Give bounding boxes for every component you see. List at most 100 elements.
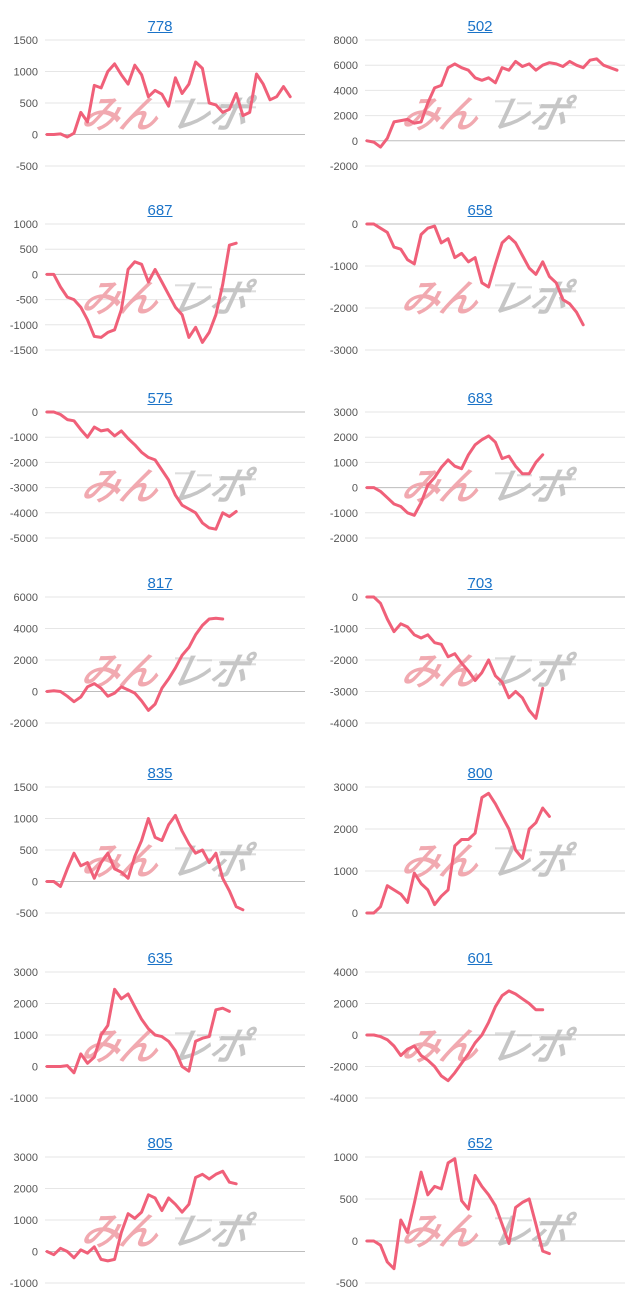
y-tick-label: -4000 <box>330 1093 358 1105</box>
series-line <box>365 989 545 1083</box>
watermark-text-left: みん <box>398 93 485 138</box>
y-tick-label: -2000 <box>330 655 358 667</box>
chart-title-link[interactable]: 635 <box>147 950 173 967</box>
y-tick-label: 2000 <box>334 111 358 123</box>
chart-title-link[interactable]: 835 <box>147 765 173 782</box>
y-tick-label: 3000 <box>334 782 358 794</box>
chart-panel: 502 8000 6000 4000 2000 0 -2000 みん レポ <box>320 8 640 193</box>
watermark-logo: みん レポ <box>398 1210 579 1255</box>
line-chart: 0 -1000 -2000 -3000 -4000 -5000 みん レポ <box>10 407 305 545</box>
chart-title-link[interactable]: 800 <box>467 765 493 782</box>
watermark-text-right: レポ <box>168 465 259 510</box>
line-chart: 6000 4000 2000 0 -2000 みん レポ <box>10 592 305 730</box>
watermark-text-right: レポ <box>488 650 579 695</box>
chart-panel: 778 1500 1000 500 0 -500 みん レポ <box>0 8 320 193</box>
line-chart: 3000 2000 1000 0 みん レポ <box>334 782 625 920</box>
line-chart: 1500 1000 500 0 -500 みん レポ <box>14 35 305 173</box>
y-tick-label: 1000 <box>334 1152 358 1164</box>
y-tick-label: -2000 <box>330 303 358 315</box>
y-tick-label: -1000 <box>10 432 38 444</box>
y-tick-label: 6000 <box>14 592 38 604</box>
series-line <box>45 813 245 912</box>
chart-panel: 635 3000 2000 1000 0 -1000 みん レポ <box>0 940 320 1125</box>
y-tick-label: 0 <box>352 592 358 604</box>
y-tick-label: 1000 <box>14 67 38 79</box>
y-tick-label: 1000 <box>334 866 358 878</box>
watermark-logo: みん レポ <box>398 650 579 695</box>
chart-panel: 652 1000 500 0 -500 みん レポ <box>320 1125 640 1310</box>
series-line <box>365 1157 551 1271</box>
chart-title-link[interactable]: 703 <box>467 575 493 592</box>
y-tick-label: 2000 <box>334 999 358 1011</box>
y-tick-label: 0 <box>32 877 38 889</box>
series-line <box>45 241 238 344</box>
chart-title-link[interactable]: 687 <box>147 202 173 219</box>
y-tick-label: 0 <box>352 1030 358 1042</box>
chart-title-link[interactable]: 502 <box>467 18 493 35</box>
y-tick-label: 500 <box>20 244 38 256</box>
chart-title-link[interactable]: 817 <box>147 575 173 592</box>
y-tick-label: 0 <box>32 269 38 281</box>
series-line <box>45 987 231 1075</box>
watermark-logo: みん レポ <box>78 1210 259 1255</box>
y-tick-label: -2000 <box>330 161 358 173</box>
y-tick-label: 1500 <box>14 782 38 794</box>
y-tick-label: -3000 <box>10 483 38 495</box>
y-tick-label: -2000 <box>10 457 38 469</box>
chart-title-link[interactable]: 778 <box>147 18 173 35</box>
y-tick-label: 1000 <box>14 1215 38 1227</box>
y-tick-label: 0 <box>352 908 358 920</box>
watermark-text-left: みん <box>398 840 485 885</box>
watermark-text-right: レポ <box>488 840 579 885</box>
chart-title-link[interactable]: 575 <box>147 390 173 407</box>
line-chart: 0 -1000 -2000 -3000 みん レポ <box>330 219 625 357</box>
y-tick-label: 0 <box>352 483 358 495</box>
watermark-text-left: みん <box>78 840 165 885</box>
series-line <box>365 57 619 149</box>
watermark-logo: みん レポ <box>78 93 259 138</box>
y-tick-label: 0 <box>32 130 38 142</box>
chart-panel: 575 0 -1000 -2000 -3000 -4000 -5000 みん レポ <box>0 380 320 565</box>
y-tick-label: -1000 <box>330 508 358 520</box>
watermark-logo: みん レポ <box>398 465 579 510</box>
line-chart: 3000 2000 1000 0 -1000 -2000 みん レポ <box>330 407 625 545</box>
y-tick-label: -1000 <box>330 624 358 636</box>
y-tick-label: -1000 <box>10 1278 38 1290</box>
chart-title-link[interactable]: 805 <box>147 1135 173 1152</box>
watermark-logo: みん レポ <box>78 277 259 322</box>
y-tick-label: -1500 <box>10 345 38 357</box>
chart-panel: 703 0 -1000 -2000 -3000 -4000 みん レポ <box>320 565 640 750</box>
watermark-text-right: レポ <box>488 465 579 510</box>
y-tick-label: 2000 <box>14 655 38 667</box>
watermark-logo: みん レポ <box>78 650 259 695</box>
chart-title-link[interactable]: 652 <box>467 1135 493 1152</box>
y-tick-label: 0 <box>352 219 358 231</box>
series-line <box>45 60 292 139</box>
y-tick-label: -500 <box>16 161 38 173</box>
y-tick-label: 1000 <box>14 1030 38 1042</box>
chart-title-link[interactable]: 658 <box>467 202 493 219</box>
chart-title-link[interactable]: 601 <box>467 950 493 967</box>
y-tick-label: -1000 <box>10 1093 38 1105</box>
y-tick-label: -2000 <box>10 718 38 730</box>
y-tick-label: 4000 <box>334 85 358 97</box>
chart-title-link[interactable]: 683 <box>467 390 493 407</box>
watermark-text-right: レポ <box>168 1025 259 1070</box>
watermark-logo: みん レポ <box>398 840 579 885</box>
y-tick-label: 500 <box>340 1194 358 1206</box>
y-tick-label: 2000 <box>334 432 358 444</box>
y-tick-label: -5000 <box>10 533 38 545</box>
chart-panel: 817 6000 4000 2000 0 -2000 みん レポ <box>0 565 320 750</box>
line-chart: 8000 6000 4000 2000 0 -2000 みん レポ <box>330 35 625 173</box>
watermark-text-right: レポ <box>168 1210 259 1255</box>
y-tick-label: -4000 <box>330 718 358 730</box>
series-line <box>365 595 545 720</box>
y-tick-label: 1500 <box>14 35 38 47</box>
watermark-text-right: レポ <box>488 1025 579 1070</box>
series-line <box>365 434 545 517</box>
series-line <box>45 616 225 712</box>
y-tick-label: -500 <box>336 1278 358 1290</box>
y-tick-label: -3000 <box>330 687 358 699</box>
